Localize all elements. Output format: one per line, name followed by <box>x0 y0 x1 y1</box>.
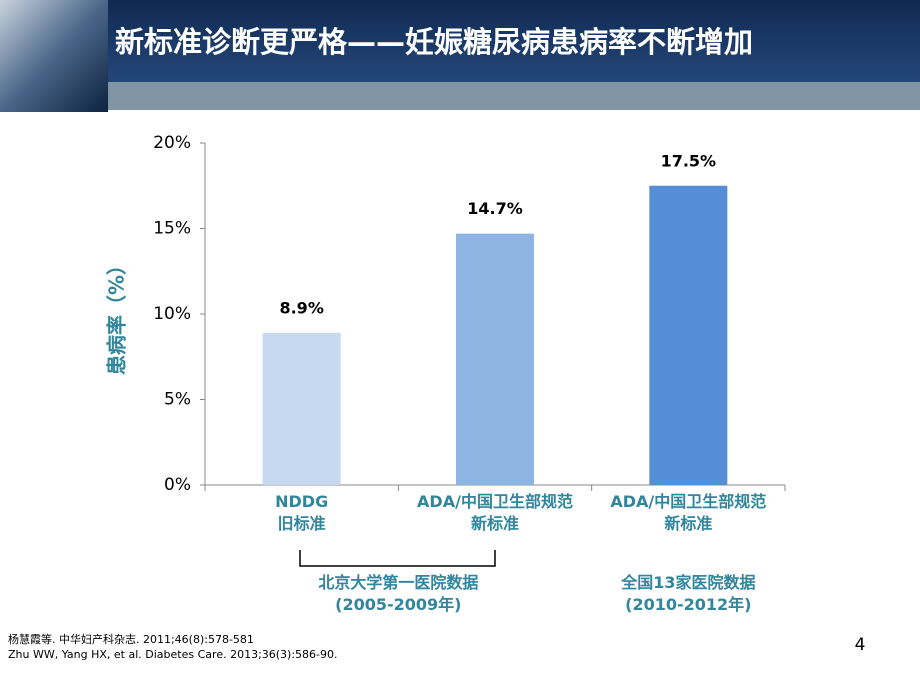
y-tick-label: 20% <box>153 133 191 153</box>
group-annotation: 全国13家医院数据 (2010-2012年) <box>621 573 756 614</box>
header-image <box>0 0 108 112</box>
x-tick-label: ADA/中国卫生部规范 新标准 <box>610 492 767 533</box>
y-tick-label: 0% <box>164 475 191 495</box>
y-tick-label: 10% <box>153 304 191 324</box>
value-label: 17.5% <box>661 151 717 170</box>
reference: Zhu WW, Yang HX, et al. Diabetes Care. 2… <box>8 648 338 661</box>
bar <box>262 332 341 485</box>
reference: 杨慧霞等. 中华妇产科杂志. 2011;46(8):578-581 <box>8 632 254 646</box>
bar <box>649 185 728 485</box>
x-tick-label: NDDG 旧标准 <box>275 492 329 533</box>
y-axis-label: 患病率（%） <box>105 255 129 375</box>
y-tick-label: 5% <box>164 390 191 410</box>
x-tick-label: ADA/中国卫生部规范 新标准 <box>417 492 573 533</box>
header-strip <box>0 82 920 110</box>
y-tick-label: 15% <box>153 219 191 239</box>
bar <box>456 233 534 485</box>
value-label: 8.9% <box>279 298 323 317</box>
slide-title: 新标准诊断更严格——妊娠糖尿病患病率不断增加 <box>115 25 753 59</box>
value-label: 14.7% <box>467 199 523 218</box>
header-bar <box>0 0 920 82</box>
group-annotation: 北京大学第一医院数据 (2005-2009年) <box>318 573 479 614</box>
group-bracket <box>299 550 496 567</box>
page-number: 4 <box>855 635 866 655</box>
